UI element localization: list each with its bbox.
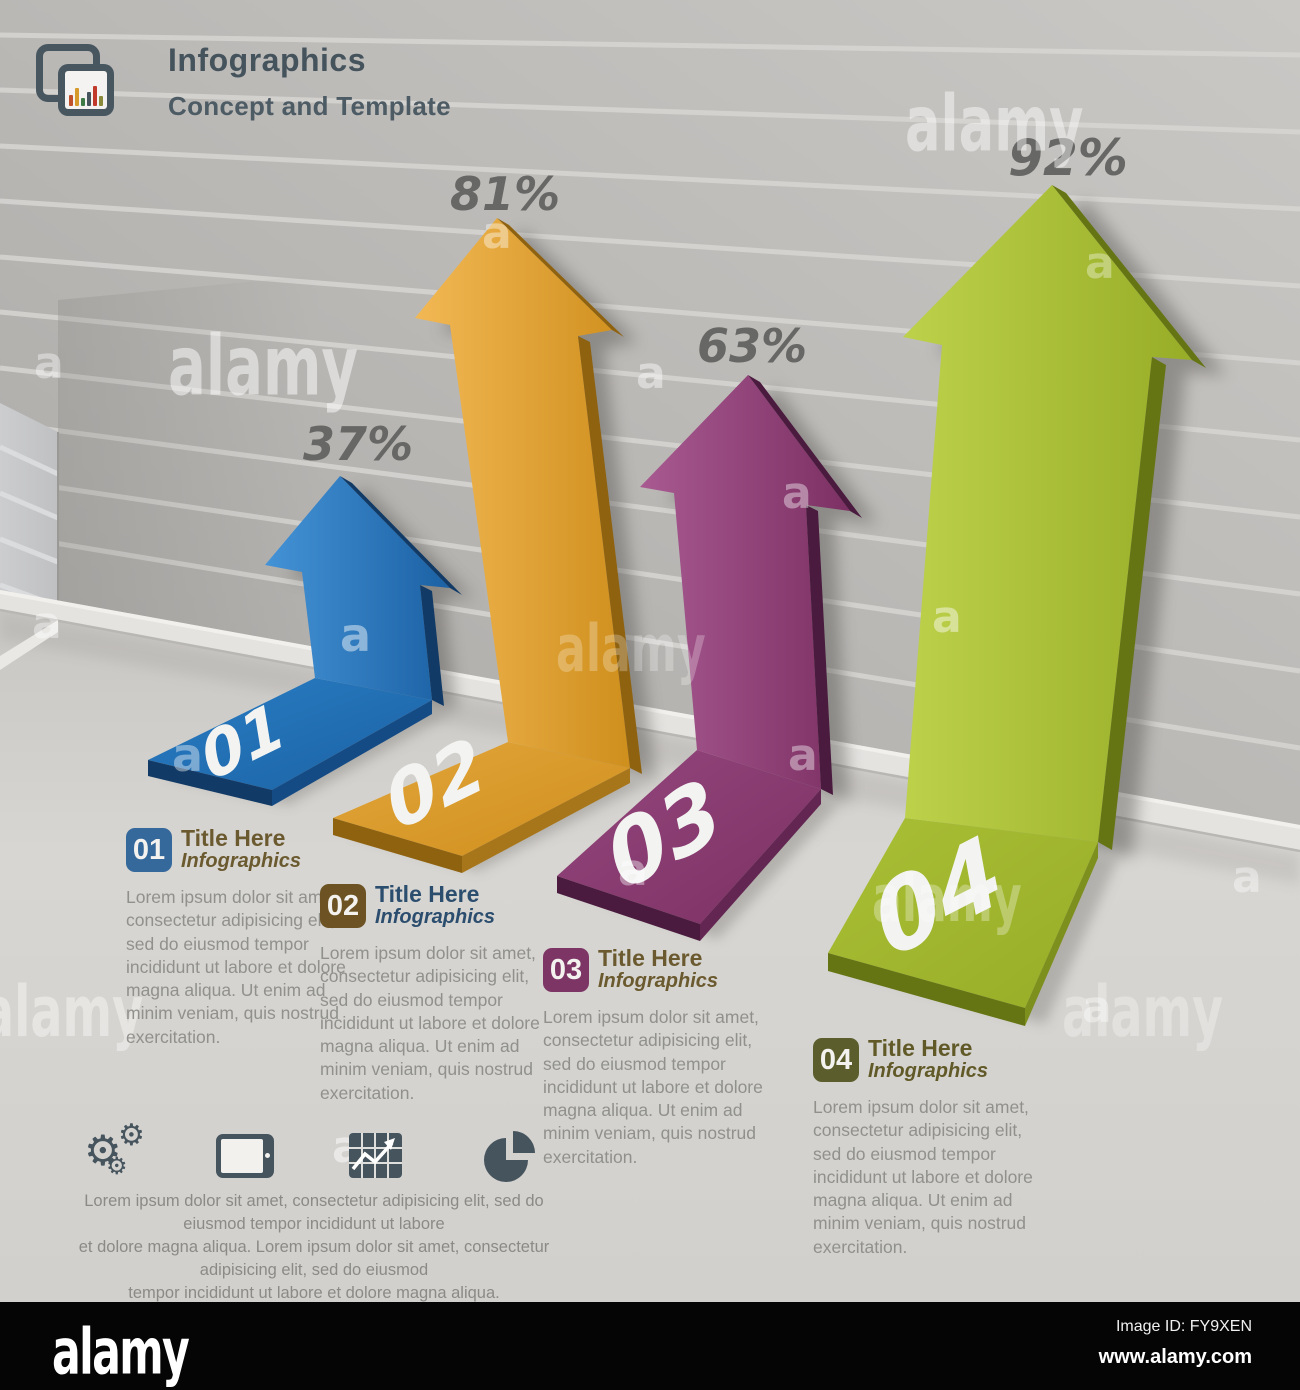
- page-subtitle: Concept and Template: [168, 91, 451, 121]
- arrow-03-head-side: [748, 375, 862, 518]
- arrow-02-base-edge: [462, 768, 630, 873]
- arrow-04-base-edge: [1025, 842, 1098, 1026]
- image-id-label: Image ID: FY9XEN: [1115, 1318, 1252, 1335]
- arrow-03-upright: [640, 375, 850, 789]
- arrow-04-upright: [903, 185, 1192, 842]
- arrow-02-base-front: [333, 818, 462, 873]
- arrow-01: 01: [148, 476, 474, 806]
- info-block-02: 02 Title Here Infographics Lorem ipsum d…: [320, 881, 546, 1105]
- left-skirting: [0, 620, 58, 670]
- arrow-04-base-front: [828, 953, 1025, 1026]
- arrow-01-base: [148, 678, 432, 790]
- arrow-02-upright: [415, 218, 630, 768]
- block-03-title: Title Here: [598, 945, 703, 971]
- arrow-03-base-edge: [700, 789, 821, 941]
- arrow-01-shaft-side: [420, 585, 444, 706]
- arrow-03-shaft-side: [806, 505, 833, 795]
- arrow-04-base: [828, 818, 1098, 1008]
- info-block-04-header: 04 Title Here Infographics: [813, 1035, 1039, 1083]
- footer-paragraph: Lorem ipsum dolor sit amet, consectetur …: [78, 1192, 550, 1303]
- mini-bar-chart-icon: [65, 71, 107, 109]
- arrow-02: 02: [333, 218, 656, 873]
- arrow-04-head-side: [1052, 185, 1206, 368]
- tablet-icon: [216, 1134, 274, 1178]
- block-03-body: Lorem ipsum dolor sit amet, consectetur …: [543, 1007, 763, 1167]
- front-device-icon: [58, 64, 114, 116]
- badge-03: 03: [543, 948, 589, 992]
- block-01-subtitle: Infographics: [181, 850, 302, 873]
- info-block-01: 01 Title Here Infographics Lorem ipsum d…: [126, 825, 352, 1049]
- arrow-03-base-front: [557, 876, 700, 941]
- block-04-body: Lorem ipsum dolor sit amet, consectetur …: [813, 1097, 1033, 1257]
- arrow-04-shaft-side: [1098, 357, 1166, 850]
- header-text: Infographics Concept and Template: [168, 42, 451, 122]
- block-03-subtitle: Infographics: [598, 970, 719, 993]
- pie-chart-icon: [484, 1131, 535, 1182]
- info-block-04: 04 Title Here Infographics Lorem ipsum d…: [813, 1035, 1039, 1259]
- block-04-title: Title Here: [868, 1035, 973, 1061]
- arrow-01-base-front: [148, 760, 272, 806]
- arrow-02-base: [333, 742, 630, 856]
- page-title: Infographics: [168, 42, 367, 78]
- badge-01: 01: [126, 828, 172, 872]
- devices-bar-chart-icon: [36, 42, 154, 128]
- arrow-01-head-side: [340, 476, 462, 595]
- arrow-02-shaft-side: [578, 336, 642, 774]
- arrow-03-percent-label: 63%: [697, 319, 807, 373]
- badge-04: 04: [813, 1038, 859, 1082]
- alamy-logo: alamy: [52, 1316, 190, 1390]
- block-02-subtitle: Infographics: [375, 906, 496, 929]
- arrow-04-percent-label: 92%: [1008, 129, 1128, 187]
- arrow-02-head-side: [497, 218, 624, 337]
- badge-02: 02: [320, 884, 366, 928]
- info-block-03: 03 Title Here Infographics Lorem ipsum d…: [543, 945, 769, 1169]
- arrow-03: 03: [557, 375, 878, 941]
- gears-icon: ⚙ ⚙ ⚙: [84, 1118, 145, 1180]
- block-01-body: Lorem ipsum dolor sit amet, consectetur …: [126, 887, 346, 1047]
- header: Infographics Concept and Template: [36, 42, 451, 128]
- block-02-body: Lorem ipsum dolor sit amet, consectetur …: [320, 943, 540, 1103]
- alamy-url: www.alamy.com: [1098, 1346, 1252, 1368]
- info-block-03-header: 03 Title Here Infographics: [543, 945, 769, 993]
- arrow-01-base-edge: [272, 700, 432, 806]
- stock-photo-footer-bar: alamy Image ID: FY9XEN www.alamy.com: [0, 1302, 1300, 1390]
- line-chart-icon: [349, 1133, 402, 1178]
- info-block-01-header: 01 Title Here Infographics: [126, 825, 352, 873]
- arrow-02-percent-label: 81%: [450, 167, 560, 221]
- arrow-03-base: [557, 750, 821, 924]
- arrow-04: 04: [828, 185, 1226, 1026]
- arrow-01-percent-label: 37%: [303, 417, 413, 471]
- block-04-subtitle: Infographics: [868, 1060, 989, 1083]
- block-01-title: Title Here: [181, 825, 286, 851]
- scene-canvas: 01 02 03: [0, 0, 1300, 1302]
- arrow-01-upright: [265, 476, 450, 700]
- info-block-02-header: 02 Title Here Infographics: [320, 881, 546, 929]
- block-02-title: Title Here: [375, 881, 480, 907]
